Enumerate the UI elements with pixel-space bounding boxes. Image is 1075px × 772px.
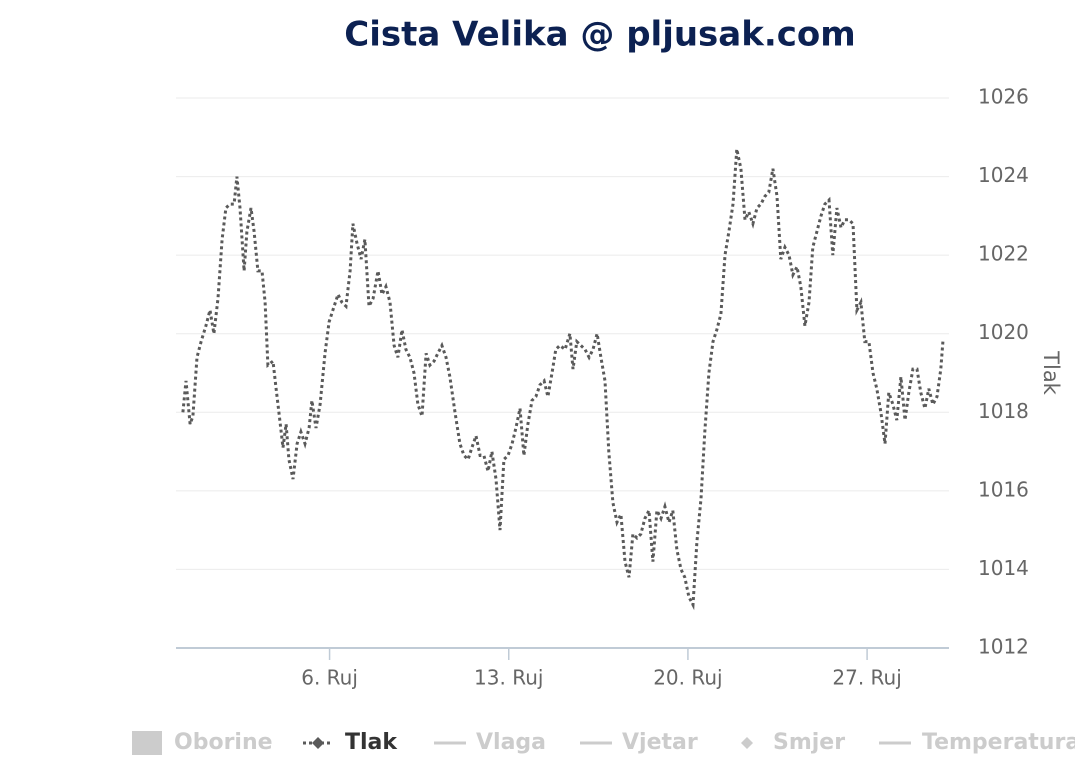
y-tick-label: 1022	[978, 242, 1029, 266]
legend-item[interactable]: Smjer	[773, 730, 845, 755]
legend-symbol	[132, 731, 162, 755]
y-tick-label: 1024	[978, 163, 1029, 187]
y-tick-label: 1016	[978, 477, 1029, 501]
x-tick-label: 20. Ruj	[653, 666, 722, 690]
y-tick-label: 1012	[978, 635, 1029, 659]
legend-item[interactable]: Tlak	[345, 730, 398, 755]
y-tick-label: 1018	[978, 399, 1029, 423]
y-axis-title: Tlak	[1039, 350, 1063, 396]
chart-title: Cista Velika @ pljusak.com	[344, 15, 855, 55]
y-tick-label: 1014	[978, 556, 1029, 580]
y-tick-label: 1026	[978, 85, 1029, 109]
line-series	[181, 148, 945, 611]
legend-item[interactable]: Vlaga	[476, 730, 546, 755]
legend-item[interactable]: Oborine	[174, 730, 273, 755]
x-tick-label: 6. Ruj	[301, 666, 358, 690]
y-tick-label: 1020	[978, 320, 1029, 344]
legend-symbol	[741, 737, 753, 749]
legend-symbol	[312, 737, 324, 749]
legend-item[interactable]: Temperatura	[922, 730, 1075, 755]
x-tick-label: 27. Ruj	[832, 666, 901, 690]
legend-item[interactable]: Vjetar	[622, 730, 698, 755]
x-tick-label: 13. Ruj	[474, 666, 543, 690]
